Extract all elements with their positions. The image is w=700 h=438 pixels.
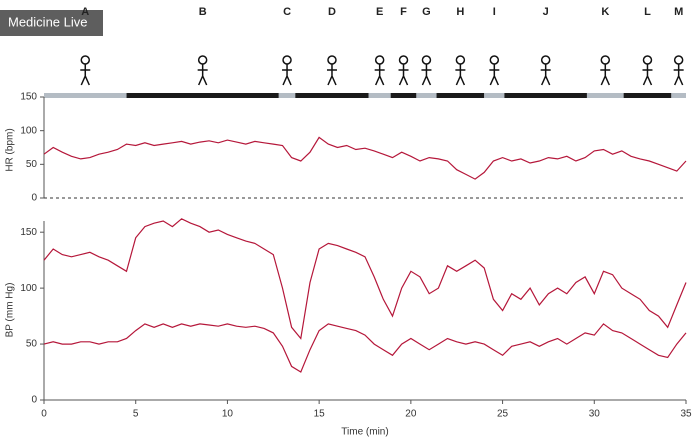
- x-tick-label: 30: [589, 409, 601, 420]
- phase-bar: [126, 93, 279, 98]
- posture-icon: [489, 55, 500, 65]
- phase-label: L: [644, 6, 651, 18]
- watermark: Medicine Live: [8, 14, 88, 29]
- posture-icon: [326, 64, 337, 86]
- series-line: [43, 218, 687, 340]
- y-tick-label: 50: [26, 159, 38, 170]
- y-tick-label: 50: [26, 339, 38, 350]
- phase-label: I: [493, 6, 496, 18]
- phase-bar: [623, 93, 672, 98]
- posture-icon: [421, 64, 432, 86]
- posture-icon: [80, 64, 91, 86]
- posture-icon: [197, 64, 208, 86]
- phase-bar: [484, 93, 505, 98]
- phase-bar: [586, 93, 624, 98]
- x-axis-label: Time (min): [341, 427, 388, 438]
- posture-icon: [600, 64, 611, 86]
- phase-bar: [44, 93, 127, 98]
- series-line: [43, 136, 687, 180]
- posture-icon: [374, 55, 385, 65]
- phase-label: G: [422, 6, 431, 18]
- posture-icon: [327, 55, 337, 65]
- y-tick-label: 150: [20, 92, 37, 103]
- posture-icon: [398, 64, 409, 86]
- posture-icon: [398, 55, 409, 65]
- posture-icon: [600, 55, 611, 65]
- posture-icon: [455, 55, 466, 65]
- phase-bar: [368, 93, 391, 98]
- posture-icon: [282, 55, 292, 65]
- phase-label: J: [543, 6, 549, 18]
- phase-label: H: [456, 6, 464, 18]
- y-tick-label: 0: [31, 193, 37, 204]
- x-tick-label: 25: [497, 409, 509, 420]
- y-tick-label: 150: [20, 227, 37, 238]
- posture-icon: [80, 55, 91, 65]
- posture-icon: [642, 55, 653, 65]
- phase-label: E: [376, 6, 383, 18]
- posture-icon: [489, 64, 500, 86]
- phase-bar: [671, 93, 686, 98]
- posture-icon: [455, 64, 466, 86]
- x-tick-label: 10: [222, 409, 234, 420]
- posture-icon: [540, 55, 551, 65]
- phase-label: B: [199, 6, 207, 18]
- posture-icon: [540, 64, 551, 86]
- x-tick-label: 0: [41, 409, 47, 420]
- phase-bar: [278, 93, 296, 98]
- phase-label: D: [328, 6, 336, 18]
- phase-bar: [390, 93, 417, 98]
- phase-bar: [436, 93, 485, 98]
- watermark-box: [0, 10, 103, 36]
- posture-icon: [642, 64, 653, 86]
- posture-icon: [197, 55, 208, 65]
- y-axis-label: HR (bpm): [5, 128, 16, 171]
- y-tick-label: 0: [31, 395, 37, 406]
- posture-icon: [374, 64, 385, 86]
- phase-bar: [504, 93, 587, 98]
- posture-icon: [673, 55, 684, 65]
- phase-label: C: [283, 6, 291, 18]
- series-line: [43, 323, 687, 373]
- x-tick-label: 20: [405, 409, 417, 420]
- x-tick-label: 15: [314, 409, 326, 420]
- posture-icon: [282, 64, 293, 86]
- x-tick-label: 5: [133, 409, 139, 420]
- posture-icon: [421, 55, 432, 65]
- phase-label: K: [601, 6, 609, 18]
- phase-label: F: [400, 6, 407, 18]
- phase-bar: [416, 93, 437, 98]
- phase-label: A: [81, 6, 89, 18]
- y-axis-label: BP (mm Hg): [5, 283, 16, 338]
- posture-icon: [673, 64, 684, 86]
- y-tick-label: 100: [20, 125, 37, 136]
- x-tick-label: 35: [680, 409, 692, 420]
- phase-label: M: [674, 6, 683, 18]
- phase-bar: [295, 93, 369, 98]
- y-tick-label: 100: [20, 283, 37, 294]
